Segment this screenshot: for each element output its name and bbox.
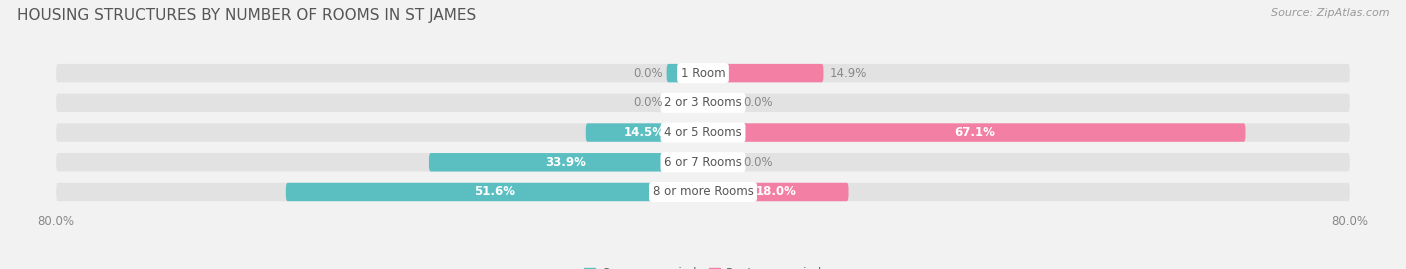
Text: 14.5%: 14.5% (624, 126, 665, 139)
FancyBboxPatch shape (429, 153, 703, 171)
Text: HOUSING STRUCTURES BY NUMBER OF ROOMS IN ST JAMES: HOUSING STRUCTURES BY NUMBER OF ROOMS IN… (17, 8, 477, 23)
FancyBboxPatch shape (56, 64, 1350, 82)
FancyBboxPatch shape (703, 64, 824, 82)
Text: 0.0%: 0.0% (633, 67, 662, 80)
FancyBboxPatch shape (703, 94, 740, 112)
FancyBboxPatch shape (586, 123, 703, 142)
Text: 0.0%: 0.0% (744, 96, 773, 109)
Text: 6 or 7 Rooms: 6 or 7 Rooms (664, 156, 742, 169)
Text: 1 Room: 1 Room (681, 67, 725, 80)
Text: 2 or 3 Rooms: 2 or 3 Rooms (664, 96, 742, 109)
FancyBboxPatch shape (666, 64, 703, 82)
FancyBboxPatch shape (703, 183, 849, 201)
Legend: Owner-occupied, Renter-occupied: Owner-occupied, Renter-occupied (579, 263, 827, 269)
Text: 8 or more Rooms: 8 or more Rooms (652, 186, 754, 199)
FancyBboxPatch shape (56, 153, 1350, 171)
FancyBboxPatch shape (666, 94, 703, 112)
FancyBboxPatch shape (285, 183, 703, 201)
Text: Source: ZipAtlas.com: Source: ZipAtlas.com (1271, 8, 1389, 18)
FancyBboxPatch shape (56, 94, 1350, 112)
FancyBboxPatch shape (703, 153, 740, 171)
Text: 14.9%: 14.9% (830, 67, 868, 80)
FancyBboxPatch shape (56, 123, 1350, 142)
Text: 18.0%: 18.0% (755, 186, 796, 199)
Text: 67.1%: 67.1% (953, 126, 994, 139)
FancyBboxPatch shape (56, 183, 1350, 201)
Text: 33.9%: 33.9% (546, 156, 586, 169)
Text: 0.0%: 0.0% (633, 96, 662, 109)
FancyBboxPatch shape (703, 123, 1246, 142)
Text: 4 or 5 Rooms: 4 or 5 Rooms (664, 126, 742, 139)
Text: 51.6%: 51.6% (474, 186, 515, 199)
Text: 0.0%: 0.0% (744, 156, 773, 169)
